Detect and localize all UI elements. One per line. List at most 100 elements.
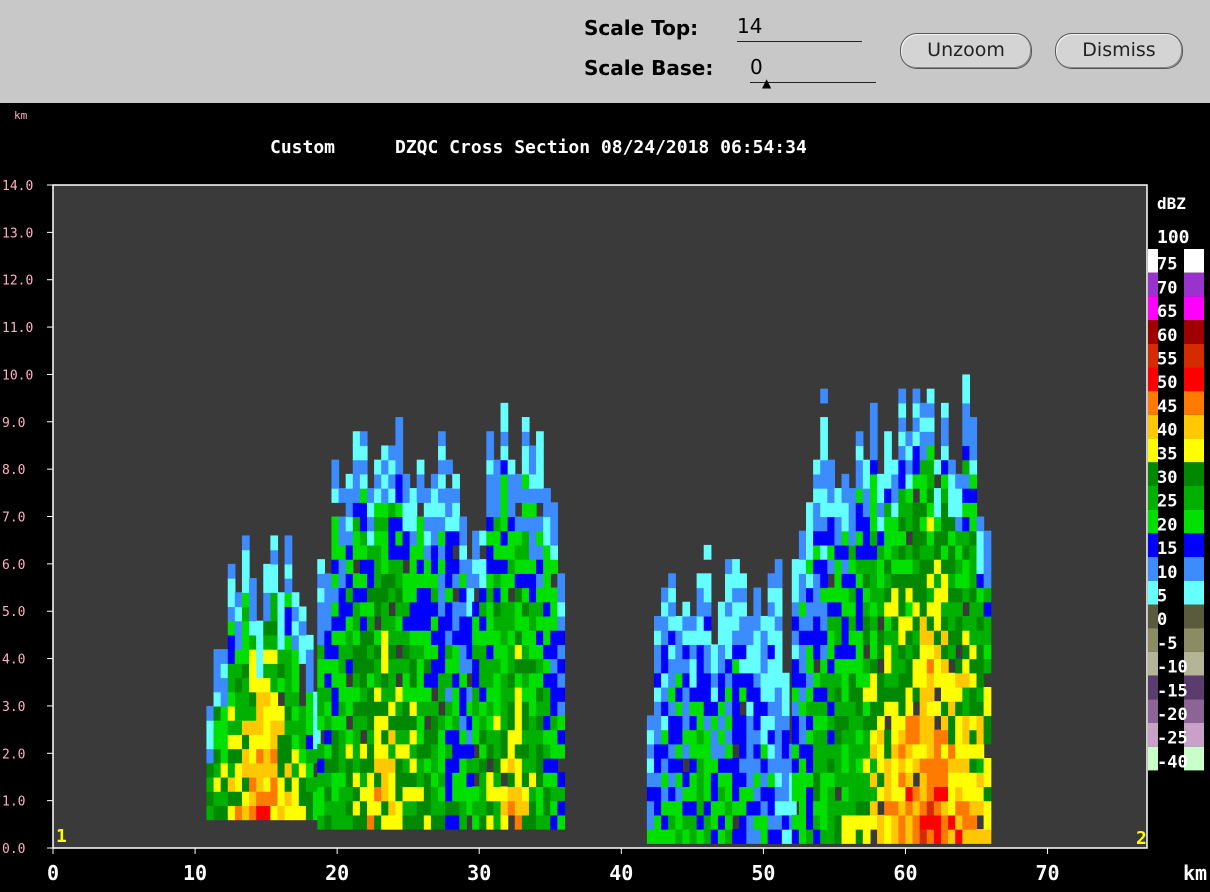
y-tick-label: 13.0 [2, 226, 33, 241]
echo-cell [220, 691, 229, 707]
scale-base-input[interactable]: 0 ▲ [750, 54, 876, 90]
echo-cell [298, 748, 307, 764]
echo-cell [926, 814, 935, 830]
echo-cell [388, 758, 397, 773]
echo-cell [284, 549, 293, 565]
echo-cell [653, 758, 662, 773]
echo-cell [500, 459, 509, 475]
echo-cell [806, 544, 814, 560]
echo-cell [725, 786, 733, 802]
echo-cell [869, 800, 878, 816]
echo-cell [550, 814, 558, 830]
echo-cell [507, 772, 516, 788]
echo-cell [423, 772, 432, 788]
echo-cell [528, 544, 537, 560]
echo-cell [438, 715, 446, 731]
echo-cell [234, 592, 243, 608]
echo-cell [536, 686, 544, 702]
echo-cell [557, 630, 566, 645]
echo-cell [675, 701, 684, 716]
echo-cell [841, 701, 850, 716]
scale-top-input[interactable]: 14 [737, 13, 862, 42]
echo-cell [725, 800, 733, 816]
colorbar-strip [1148, 320, 1158, 344]
echo-cell [933, 672, 942, 688]
echo-cell [696, 829, 705, 844]
echo-cell [234, 649, 243, 664]
echo-cell [241, 805, 250, 821]
echo-cell [646, 829, 655, 844]
echo-cell [514, 516, 523, 532]
echo-cell [739, 729, 747, 745]
dismiss-button[interactable]: Dismiss [1055, 33, 1183, 69]
echo-cell [976, 544, 985, 560]
colorbar-unit: dBZ [1157, 194, 1186, 213]
echo-cell [940, 544, 949, 560]
echo-cell [536, 772, 544, 788]
echo-cell [919, 544, 928, 560]
echo-cell [834, 488, 843, 503]
echo-cell [352, 786, 361, 802]
echo-cell [848, 800, 857, 816]
echo-cell [479, 658, 487, 674]
echo-cell [256, 762, 264, 778]
echo-cell [430, 573, 439, 589]
echo-cell [374, 644, 382, 660]
echo-cell [317, 814, 325, 830]
cross-section-plot[interactable]: Custom DZQC Cross Section 08/24/2018 06:5… [0, 103, 1210, 888]
echo-cell [806, 829, 814, 844]
echo-cell [352, 701, 361, 716]
echo-cell [841, 502, 850, 518]
echo-cell [213, 705, 222, 721]
echo-cell [955, 686, 963, 702]
echo-cell [862, 530, 871, 546]
colorbar-strip [1148, 699, 1158, 723]
echo-cell [710, 644, 719, 660]
echo-cell [291, 734, 300, 750]
echo-cell [395, 758, 404, 773]
echo-cell [466, 743, 475, 759]
echo-cell [884, 814, 892, 830]
echo-cell [445, 573, 453, 589]
echo-cell [955, 729, 963, 745]
echo-cell [445, 502, 453, 518]
echo-cell [227, 578, 236, 593]
echo-cell [891, 530, 899, 546]
echo-cell [438, 729, 446, 745]
echo-cell [359, 587, 368, 603]
echo-cell [798, 701, 807, 716]
echo-cell [338, 814, 347, 830]
unzoom-button[interactable]: Unzoom [900, 33, 1032, 69]
echo-cell [869, 644, 878, 660]
echo-cell [820, 473, 828, 489]
echo-cell [352, 516, 361, 532]
echo-cell [486, 630, 495, 645]
echo-cell [905, 715, 914, 731]
echo-cell [472, 573, 480, 589]
echo-cell [869, 559, 878, 574]
echo-cell [813, 587, 821, 603]
echo-cell [500, 658, 509, 674]
echo-cell [507, 672, 516, 688]
echo-cell [862, 601, 871, 617]
echo-cell [813, 758, 821, 773]
echo-cell [374, 587, 382, 603]
echo-cell [345, 530, 354, 546]
echo-cell [948, 672, 956, 688]
echo-cell [388, 445, 397, 461]
echo-cell [905, 573, 914, 589]
echo-cell [486, 814, 495, 830]
echo-cell [869, 573, 878, 589]
echo-cell [710, 786, 719, 802]
echo-cell [366, 715, 375, 731]
echo-cell [388, 459, 397, 475]
echo-cell [359, 786, 368, 802]
echo-cell [486, 743, 495, 759]
echo-cell [948, 544, 956, 560]
echo-cell [806, 644, 814, 660]
echo-cell [317, 559, 325, 574]
echo-cell [345, 502, 354, 518]
echo-cell [514, 473, 523, 489]
echo-cell [388, 516, 397, 532]
echo-cell [543, 544, 551, 560]
